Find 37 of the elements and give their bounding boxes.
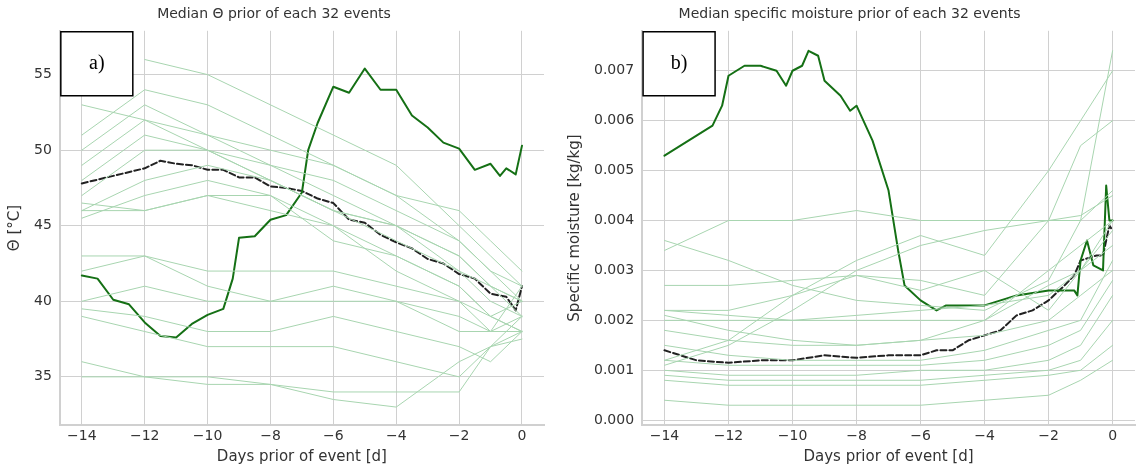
x-tick-label: −10: [777, 427, 808, 444]
y-tick-label: 0.004: [593, 211, 635, 228]
x-tick-label: −4: [974, 427, 995, 444]
y-tick-label: 0.006: [593, 111, 635, 128]
x-tick-label: −14: [67, 427, 97, 444]
x-tick-label: −14: [649, 427, 680, 444]
chart-title: Median specific moisture prior of each 32 events: [678, 5, 1021, 22]
y-axis-title: Specific moisture [kg/kg]: [564, 134, 583, 322]
y-tick-label: 0.002: [593, 311, 635, 327]
y-tick-label: 35: [33, 367, 52, 384]
annotation: b): [670, 51, 688, 75]
x-tick-label: 0: [517, 427, 527, 444]
x-axis-title: Days prior of event [d]: [216, 446, 387, 465]
y-tick-label: 50: [33, 140, 52, 157]
annotation: a): [89, 51, 105, 75]
y-tick-label: 0.007: [593, 61, 635, 78]
y-axis-title: Θ [°C]: [4, 204, 23, 252]
x-tick-label: −6: [910, 427, 931, 444]
x-axis-title: Days prior of event [d]: [803, 446, 974, 465]
x-tick-label: 0: [1108, 427, 1118, 444]
y-tick-label: 0.000: [593, 410, 635, 427]
x-tick-label: −2: [1038, 427, 1059, 444]
y-tick-label: 55: [33, 65, 52, 82]
x-tick-label: −2: [448, 427, 470, 444]
y-tick-label: 45: [33, 216, 52, 233]
x-tick-label: −10: [192, 427, 223, 444]
y-tick-label: 0.003: [593, 261, 635, 278]
y-tick-label: 0.001: [593, 360, 635, 377]
x-tick-label: −4: [385, 427, 407, 444]
chart-title: Median Θ prior of each 32 events: [157, 5, 391, 22]
y-tick-label: 40: [33, 291, 52, 308]
x-tick-label: −12: [713, 427, 744, 444]
x-tick-label: −12: [129, 427, 160, 444]
y-tick-label: 0.005: [593, 161, 635, 178]
x-tick-label: −6: [323, 427, 344, 444]
x-tick-label: −8: [260, 427, 281, 444]
x-tick-label: −8: [846, 427, 867, 444]
